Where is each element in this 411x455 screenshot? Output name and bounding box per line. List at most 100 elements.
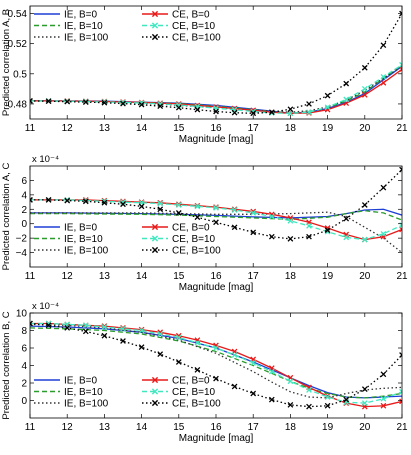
- data-point: [120, 99, 126, 106]
- data-point: [306, 233, 312, 240]
- x-tick-label: 11: [25, 271, 36, 282]
- data-point: [120, 199, 126, 205]
- data-point: [175, 104, 182, 111]
- series-line: [30, 210, 402, 221]
- data-point: [231, 109, 238, 116]
- y-tick-label: 4: [21, 190, 27, 201]
- data-point: [213, 204, 219, 211]
- legend-marker: [151, 388, 159, 395]
- data-point: [231, 383, 238, 390]
- legend-label: CE, B=10: [172, 387, 216, 398]
- data-point: [380, 42, 387, 49]
- data-point: [287, 217, 294, 224]
- series-6: [30, 320, 402, 410]
- data-point: [287, 236, 294, 242]
- legend-label: CE, B=0: [172, 10, 210, 21]
- series-1: [30, 208, 402, 219]
- data-point: [287, 402, 294, 408]
- x-tick-label: 11: [25, 123, 36, 134]
- data-point: [194, 339, 201, 346]
- data-point: [175, 334, 182, 341]
- x-tick-label: 17: [248, 271, 260, 282]
- x-tick-label: 20: [359, 422, 371, 433]
- data-point: [380, 371, 387, 378]
- legend-label: CE, B=0: [172, 376, 210, 387]
- y-tick-label: 0.5: [13, 69, 27, 80]
- data-point: [250, 110, 257, 117]
- data-point: [380, 79, 387, 86]
- x-tick-label: 19: [322, 422, 334, 433]
- data-point: [194, 203, 201, 210]
- x-tick-label: 15: [173, 271, 185, 282]
- x-tick-label: 19: [322, 271, 334, 282]
- data-point: [361, 92, 368, 98]
- legend-label: IE, B=10: [64, 387, 103, 398]
- data-point: [380, 395, 387, 402]
- series-line: [30, 208, 402, 219]
- x-tick-label: 21: [396, 271, 408, 282]
- data-point: [194, 367, 201, 373]
- x-tick-label: 21: [396, 422, 408, 433]
- legend-label: CE, B=10: [172, 21, 216, 32]
- x-axis-label: Magnitude [mag]: [179, 134, 254, 145]
- x-tick-label: 12: [62, 271, 74, 282]
- y-tick-label: 8: [21, 326, 27, 337]
- data-point: [82, 322, 89, 329]
- series-line: [30, 325, 402, 399]
- data-point: [45, 197, 52, 203]
- data-point: [157, 331, 164, 337]
- data-point: [120, 325, 126, 332]
- y-scale-factor: x 10⁻⁴: [32, 154, 59, 165]
- data-point: [399, 61, 402, 68]
- data-point: [175, 210, 182, 216]
- series-2: [30, 210, 402, 221]
- x-tick-label: 14: [136, 271, 148, 282]
- data-point: [157, 351, 164, 357]
- data-point: [268, 233, 275, 240]
- data-point: [268, 109, 275, 116]
- data-point: [101, 332, 108, 339]
- y-tick-label: −2: [16, 234, 28, 245]
- legend-marker: [151, 22, 159, 29]
- data-point: [231, 207, 238, 213]
- legend-label: IE, B=0: [64, 223, 98, 234]
- y-axis-label: Predicted correlation A, C: [1, 163, 12, 271]
- data-point: [399, 398, 402, 405]
- y-tick-label: 2: [21, 379, 27, 390]
- x-tick-label: 21: [396, 123, 408, 134]
- series-1: [30, 325, 402, 399]
- data-point: [361, 236, 368, 243]
- legend-label: IE, B=0: [64, 10, 98, 21]
- legend-marker: [151, 223, 159, 231]
- data-point: [399, 388, 402, 395]
- series-3: [30, 65, 402, 113]
- data-point: [101, 324, 108, 330]
- data-point: [213, 375, 219, 382]
- data-point: [324, 104, 331, 111]
- data-point: [399, 66, 402, 73]
- y-tick-label: 6: [21, 344, 27, 355]
- y-tick-label: −4: [16, 248, 28, 259]
- data-point: [45, 322, 52, 329]
- x-tick-label: 13: [99, 123, 111, 134]
- data-point: [361, 400, 368, 406]
- series-line: [30, 211, 402, 254]
- data-point: [380, 402, 387, 409]
- legend-label: CE, B=100: [172, 399, 221, 410]
- data-point: [343, 215, 350, 222]
- data-point: [306, 223, 312, 229]
- series-3: [30, 323, 402, 399]
- y-tick-label: 0.54: [8, 9, 28, 20]
- x-tick-label: 16: [210, 422, 222, 433]
- x-tick-label: 18: [285, 123, 297, 134]
- data-point: [250, 390, 257, 397]
- data-point: [175, 202, 182, 208]
- data-point: [82, 99, 89, 105]
- y-axis-label: Predicted correlation B, C: [1, 311, 12, 419]
- legend-label: CE, B=0: [172, 223, 210, 234]
- chart-2: 11 12 13 14 15 16 17 18 19 20 21 −4 −2 0 2 4 6 Magnitude …: [1, 154, 408, 293]
- data-point: [30, 197, 33, 203]
- series-2: [30, 327, 402, 399]
- legend-marker: [151, 10, 159, 18]
